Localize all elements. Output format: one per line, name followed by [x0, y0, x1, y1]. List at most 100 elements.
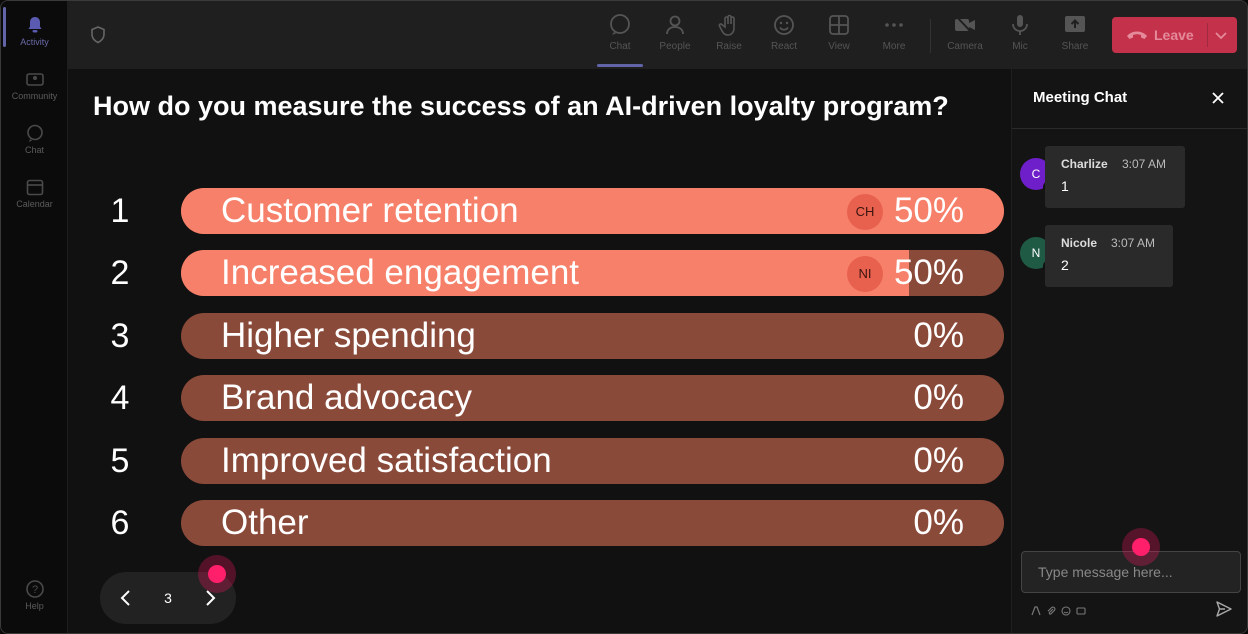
toolbar-divider	[930, 19, 931, 53]
poll-option-number: 4	[110, 379, 130, 417]
gif-icon[interactable]	[1076, 603, 1086, 615]
message-timestamp: 3:07 AM	[1111, 236, 1156, 250]
poll-question: How do you measure the success of an AI-…	[93, 91, 949, 121]
toolbar-label: React	[770, 41, 798, 52]
poll-option-bar: Improved satisfaction 0%	[181, 438, 1004, 484]
poll-option-bar: Higher spending 0%	[181, 313, 1004, 359]
phone-hangup-icon	[1126, 28, 1148, 42]
toolbar-people-button[interactable]: People	[652, 13, 698, 63]
chat-header: Meeting Chat	[1012, 69, 1247, 129]
cursor-indicator	[1122, 528, 1160, 566]
toolbar-label: Chat	[609, 41, 631, 52]
rail-label: Calendar	[16, 199, 53, 209]
poll-option-label: Brand advocacy	[221, 378, 472, 417]
mic-icon	[1008, 13, 1032, 37]
poll-option-row: 2 Increased engagement NI 50%	[68, 250, 1011, 296]
toolbar-label: People	[659, 41, 691, 52]
chat-title: Meeting Chat	[1033, 89, 1128, 106]
poll-option-bar: Other 0%	[181, 500, 1004, 546]
chat-message: N Nicole 3:07 AM 2	[1020, 225, 1200, 289]
toolbar-label: Raise	[716, 41, 742, 52]
chevron-left-icon[interactable]	[116, 586, 136, 610]
rail-label: Community	[11, 91, 58, 101]
poll-option-percent: 0%	[913, 503, 964, 542]
message-author: Charlize	[1061, 157, 1108, 171]
community-icon	[25, 69, 45, 89]
ellipsis-icon	[882, 13, 906, 37]
close-icon[interactable]	[1210, 90, 1226, 106]
toolbar-label: Share	[1061, 41, 1089, 52]
send-icon[interactable]	[1215, 600, 1233, 618]
toolbar-more-button[interactable]: More	[871, 13, 917, 63]
leave-button[interactable]: Leave	[1112, 17, 1237, 53]
help-icon: ?	[25, 579, 45, 599]
poll-option-row: 4 Brand advocacy 0%	[68, 375, 1011, 421]
message-input[interactable]	[1022, 552, 1240, 592]
leave-split-divider	[1207, 23, 1208, 47]
message-bubble: Charlize 3:07 AM 1	[1045, 146, 1185, 208]
message-compose-box	[1021, 551, 1241, 593]
pagination-control: 3	[100, 572, 236, 624]
grid-icon	[827, 13, 851, 37]
poll-option-row: 3 Higher spending 0%	[68, 313, 1011, 359]
hand-icon	[717, 13, 741, 37]
poll-option-percent: 50%	[893, 191, 964, 230]
voter-avatar: CH	[847, 194, 883, 230]
chevron-right-icon[interactable]	[200, 586, 220, 610]
toolbar-share-button[interactable]: Share	[1052, 13, 1098, 63]
toolbar-view-button[interactable]: View	[816, 13, 862, 63]
chat-icon	[25, 123, 45, 143]
attach-icon[interactable]	[1046, 603, 1056, 615]
poll-results-panel: How do you measure the success of an AI-…	[68, 69, 1011, 633]
poll-option-label: Improved satisfaction	[221, 441, 552, 480]
chevron-down-icon[interactable]	[1214, 28, 1228, 42]
bell-icon	[25, 15, 45, 35]
emoji-icon[interactable]	[1061, 603, 1071, 616]
message-author: Nicole	[1061, 236, 1098, 250]
poll-option-row: 6 Other 0%	[68, 500, 1011, 546]
rail-label: Activity	[20, 37, 49, 47]
poll-option-bar: Customer retention CH 50%	[181, 188, 1004, 234]
voter-avatar: NI	[847, 256, 883, 292]
rail-item-community[interactable]: Community	[1, 59, 68, 111]
poll-option-fill	[181, 250, 909, 296]
camera-off-icon	[953, 13, 977, 37]
poll-option-row: 1 Customer retention CH 50%	[68, 188, 1011, 234]
poll-option-label: Customer retention	[221, 191, 519, 230]
message-timestamp: 3:07 AM	[1122, 157, 1167, 171]
shield-icon[interactable]	[88, 25, 108, 45]
rail-item-chat[interactable]: Chat	[1, 113, 68, 165]
rail-active-indicator	[3, 7, 6, 47]
toolbar-chat-button[interactable]: Chat	[597, 13, 643, 67]
poll-option-label: Other	[221, 503, 309, 542]
chat-message: C Charlize 3:07 AM 1	[1020, 146, 1200, 210]
poll-option-number: 1	[110, 192, 130, 230]
toolbar-label: Mic	[1012, 41, 1028, 52]
toolbar-react-button[interactable]: React	[761, 13, 807, 63]
poll-option-bar: Brand advocacy 0%	[181, 375, 1004, 421]
message-bubble: Nicole 3:07 AM 2	[1045, 225, 1173, 287]
message-text: 2	[1061, 257, 1069, 273]
poll-option-number: 5	[110, 442, 130, 480]
smile-icon	[772, 13, 796, 37]
cursor-indicator	[198, 555, 236, 593]
rail-label: Help	[25, 601, 44, 611]
rail-item-activity[interactable]: Activity	[1, 5, 68, 57]
poll-option-percent: 50%	[893, 253, 964, 292]
meeting-chat-panel: Meeting Chat C Charlize 3:07 AM 1 N Nico…	[1011, 69, 1247, 633]
people-icon	[663, 13, 687, 37]
poll-option-row: 5 Improved satisfaction 0%	[68, 438, 1011, 484]
message-text: 1	[1061, 178, 1069, 194]
toolbar-mic-button[interactable]: Mic	[997, 13, 1043, 63]
format-icon[interactable]	[1031, 603, 1041, 616]
svg-text:?: ?	[31, 584, 37, 596]
toolbar-camera-button[interactable]: Camera	[942, 13, 988, 63]
rail-item-calendar[interactable]: Calendar	[1, 167, 68, 219]
poll-option-percent: 0%	[913, 316, 964, 355]
calendar-icon	[25, 177, 45, 197]
poll-option-bar: Increased engagement NI 50%	[181, 250, 1004, 296]
rail-item-help[interactable]: ? Help	[1, 569, 68, 621]
chat-icon	[608, 13, 632, 37]
share-icon	[1063, 13, 1087, 37]
toolbar-raise-button[interactable]: Raise	[706, 13, 752, 63]
